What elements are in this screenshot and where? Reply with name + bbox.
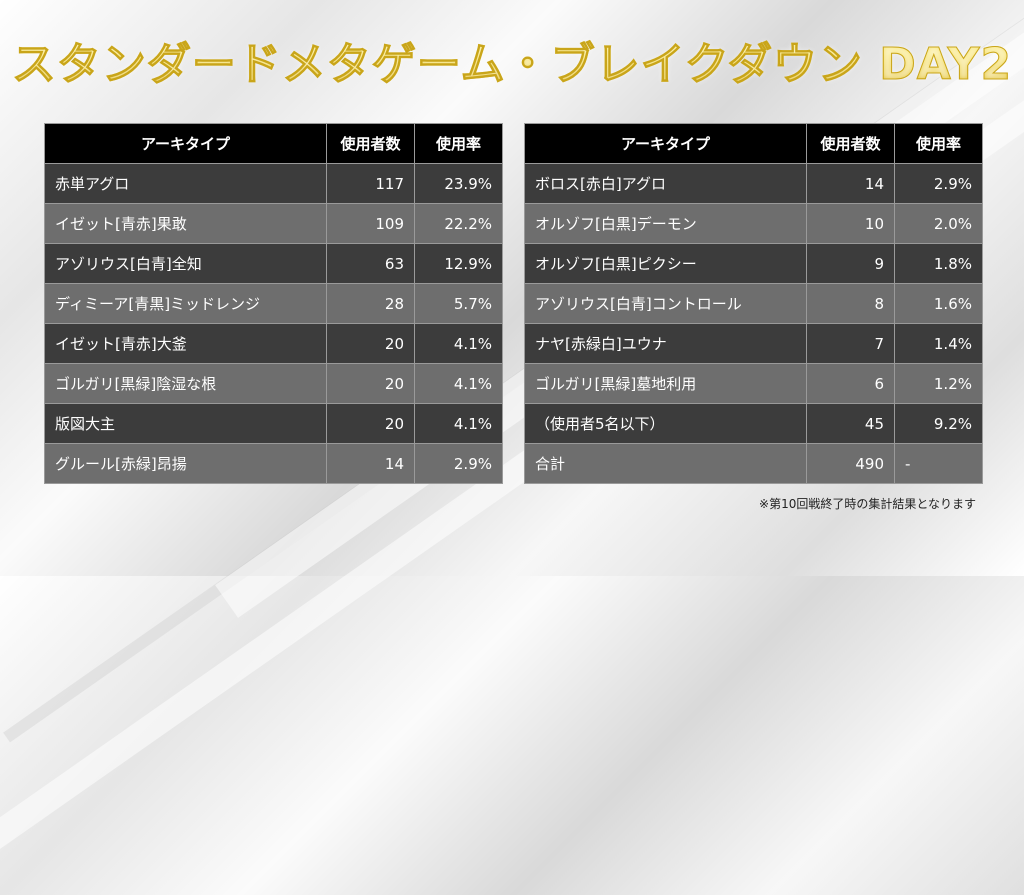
table-row: オルゾフ[白黒]デーモン 10 2.0% [524,203,983,244]
table-row: アゾリウス[白青]全知 63 12.9% [44,243,503,284]
user-count: 14 [326,443,415,484]
archetype-name: アゾリウス[白青]全知 [44,243,327,284]
user-count: 20 [326,363,415,404]
user-count: 7 [806,323,895,364]
user-count: 8 [806,283,895,324]
usage-rate: 4.1% [414,403,503,444]
table-row: 赤単アグロ 117 23.9% [44,163,503,204]
archetype-name: 赤単アグロ [44,163,327,204]
archetype-name: イゼット[青赤]大釜 [44,323,327,364]
usage-rate: 5.7% [414,283,503,324]
table-row: （使用者5名以下） 45 9.2% [524,403,983,444]
usage-rate: 23.9% [414,163,503,204]
archetype-table-left: アーキタイプ 使用者数 使用率 赤単アグロ 117 23.9% イゼット[青赤]… [44,123,503,484]
header-archetype: アーキタイプ [524,123,807,164]
archetype-name: アゾリウス[白青]コントロール [524,283,807,324]
footnote: ※第10回戦終了時の集計結果となります [759,497,976,511]
archetype-table-right: アーキタイプ 使用者数 使用率 ボロス[赤白]アグロ 14 2.9% オルゾフ[… [524,123,983,484]
archetype-name: オルゾフ[白黒]ピクシー [524,243,807,284]
user-count: 28 [326,283,415,324]
archetype-name: イゼット[青赤]果敢 [44,203,327,244]
usage-rate: 1.8% [894,243,983,284]
total-usage-rate: - [894,443,983,484]
usage-rate: 22.2% [414,203,503,244]
total-row: 合計 490 - [524,443,983,484]
usage-rate: 1.6% [894,283,983,324]
archetype-name: オルゾフ[白黒]デーモン [524,203,807,244]
header-users: 使用者数 [806,123,895,164]
table-row: ゴルガリ[黒緑]墓地利用 6 1.2% [524,363,983,404]
usage-rate: 2.0% [894,203,983,244]
user-count: 109 [326,203,415,244]
usage-rate: 4.1% [414,363,503,404]
archetype-name: グルール[赤緑]昂揚 [44,443,327,484]
table-row: アゾリウス[白青]コントロール 8 1.6% [524,283,983,324]
usage-rate: 1.2% [894,363,983,404]
archetype-name: （使用者5名以下） [524,403,807,444]
user-count: 117 [326,163,415,204]
total-user-count: 490 [806,443,895,484]
user-count: 14 [806,163,895,204]
table-row: ゴルガリ[黒緑]陰湿な根 20 4.1% [44,363,503,404]
user-count: 63 [326,243,415,284]
user-count: 10 [806,203,895,244]
usage-rate: 4.1% [414,323,503,364]
archetype-name: ゴルガリ[黒緑]陰湿な根 [44,363,327,404]
archetype-name: ディミーア[青黒]ミッドレンジ [44,283,327,324]
header-rate: 使用率 [414,123,503,164]
table-row: ナヤ[赤緑白]ユウナ 7 1.4% [524,323,983,364]
page-title: スタンダードメタゲーム・ブレイクダウン DAY2 [0,28,1024,92]
usage-rate: 2.9% [414,443,503,484]
table-header-row: アーキタイプ 使用者数 使用率 [44,123,503,164]
archetype-name: 版図大主 [44,403,327,444]
table-row: イゼット[青赤]大釜 20 4.1% [44,323,503,364]
user-count: 20 [326,323,415,364]
archetype-name: ゴルガリ[黒緑]墓地利用 [524,363,807,404]
user-count: 9 [806,243,895,284]
user-count: 20 [326,403,415,444]
header-users: 使用者数 [326,123,415,164]
usage-rate: 12.9% [414,243,503,284]
table-row: ディミーア[青黒]ミッドレンジ 28 5.7% [44,283,503,324]
table-row: ボロス[赤白]アグロ 14 2.9% [524,163,983,204]
header-archetype: アーキタイプ [44,123,327,164]
table-header-row: アーキタイプ 使用者数 使用率 [524,123,983,164]
archetype-name: ボロス[赤白]アグロ [524,163,807,204]
table-row: イゼット[青赤]果敢 109 22.2% [44,203,503,244]
usage-rate: 1.4% [894,323,983,364]
table-row: 版図大主 20 4.1% [44,403,503,444]
table-row: オルゾフ[白黒]ピクシー 9 1.8% [524,243,983,284]
table-row: グルール[赤緑]昂揚 14 2.9% [44,443,503,484]
usage-rate: 2.9% [894,163,983,204]
usage-rate: 9.2% [894,403,983,444]
user-count: 6 [806,363,895,404]
archetype-name: ナヤ[赤緑白]ユウナ [524,323,807,364]
total-label: 合計 [524,443,807,484]
header-rate: 使用率 [894,123,983,164]
user-count: 45 [806,403,895,444]
